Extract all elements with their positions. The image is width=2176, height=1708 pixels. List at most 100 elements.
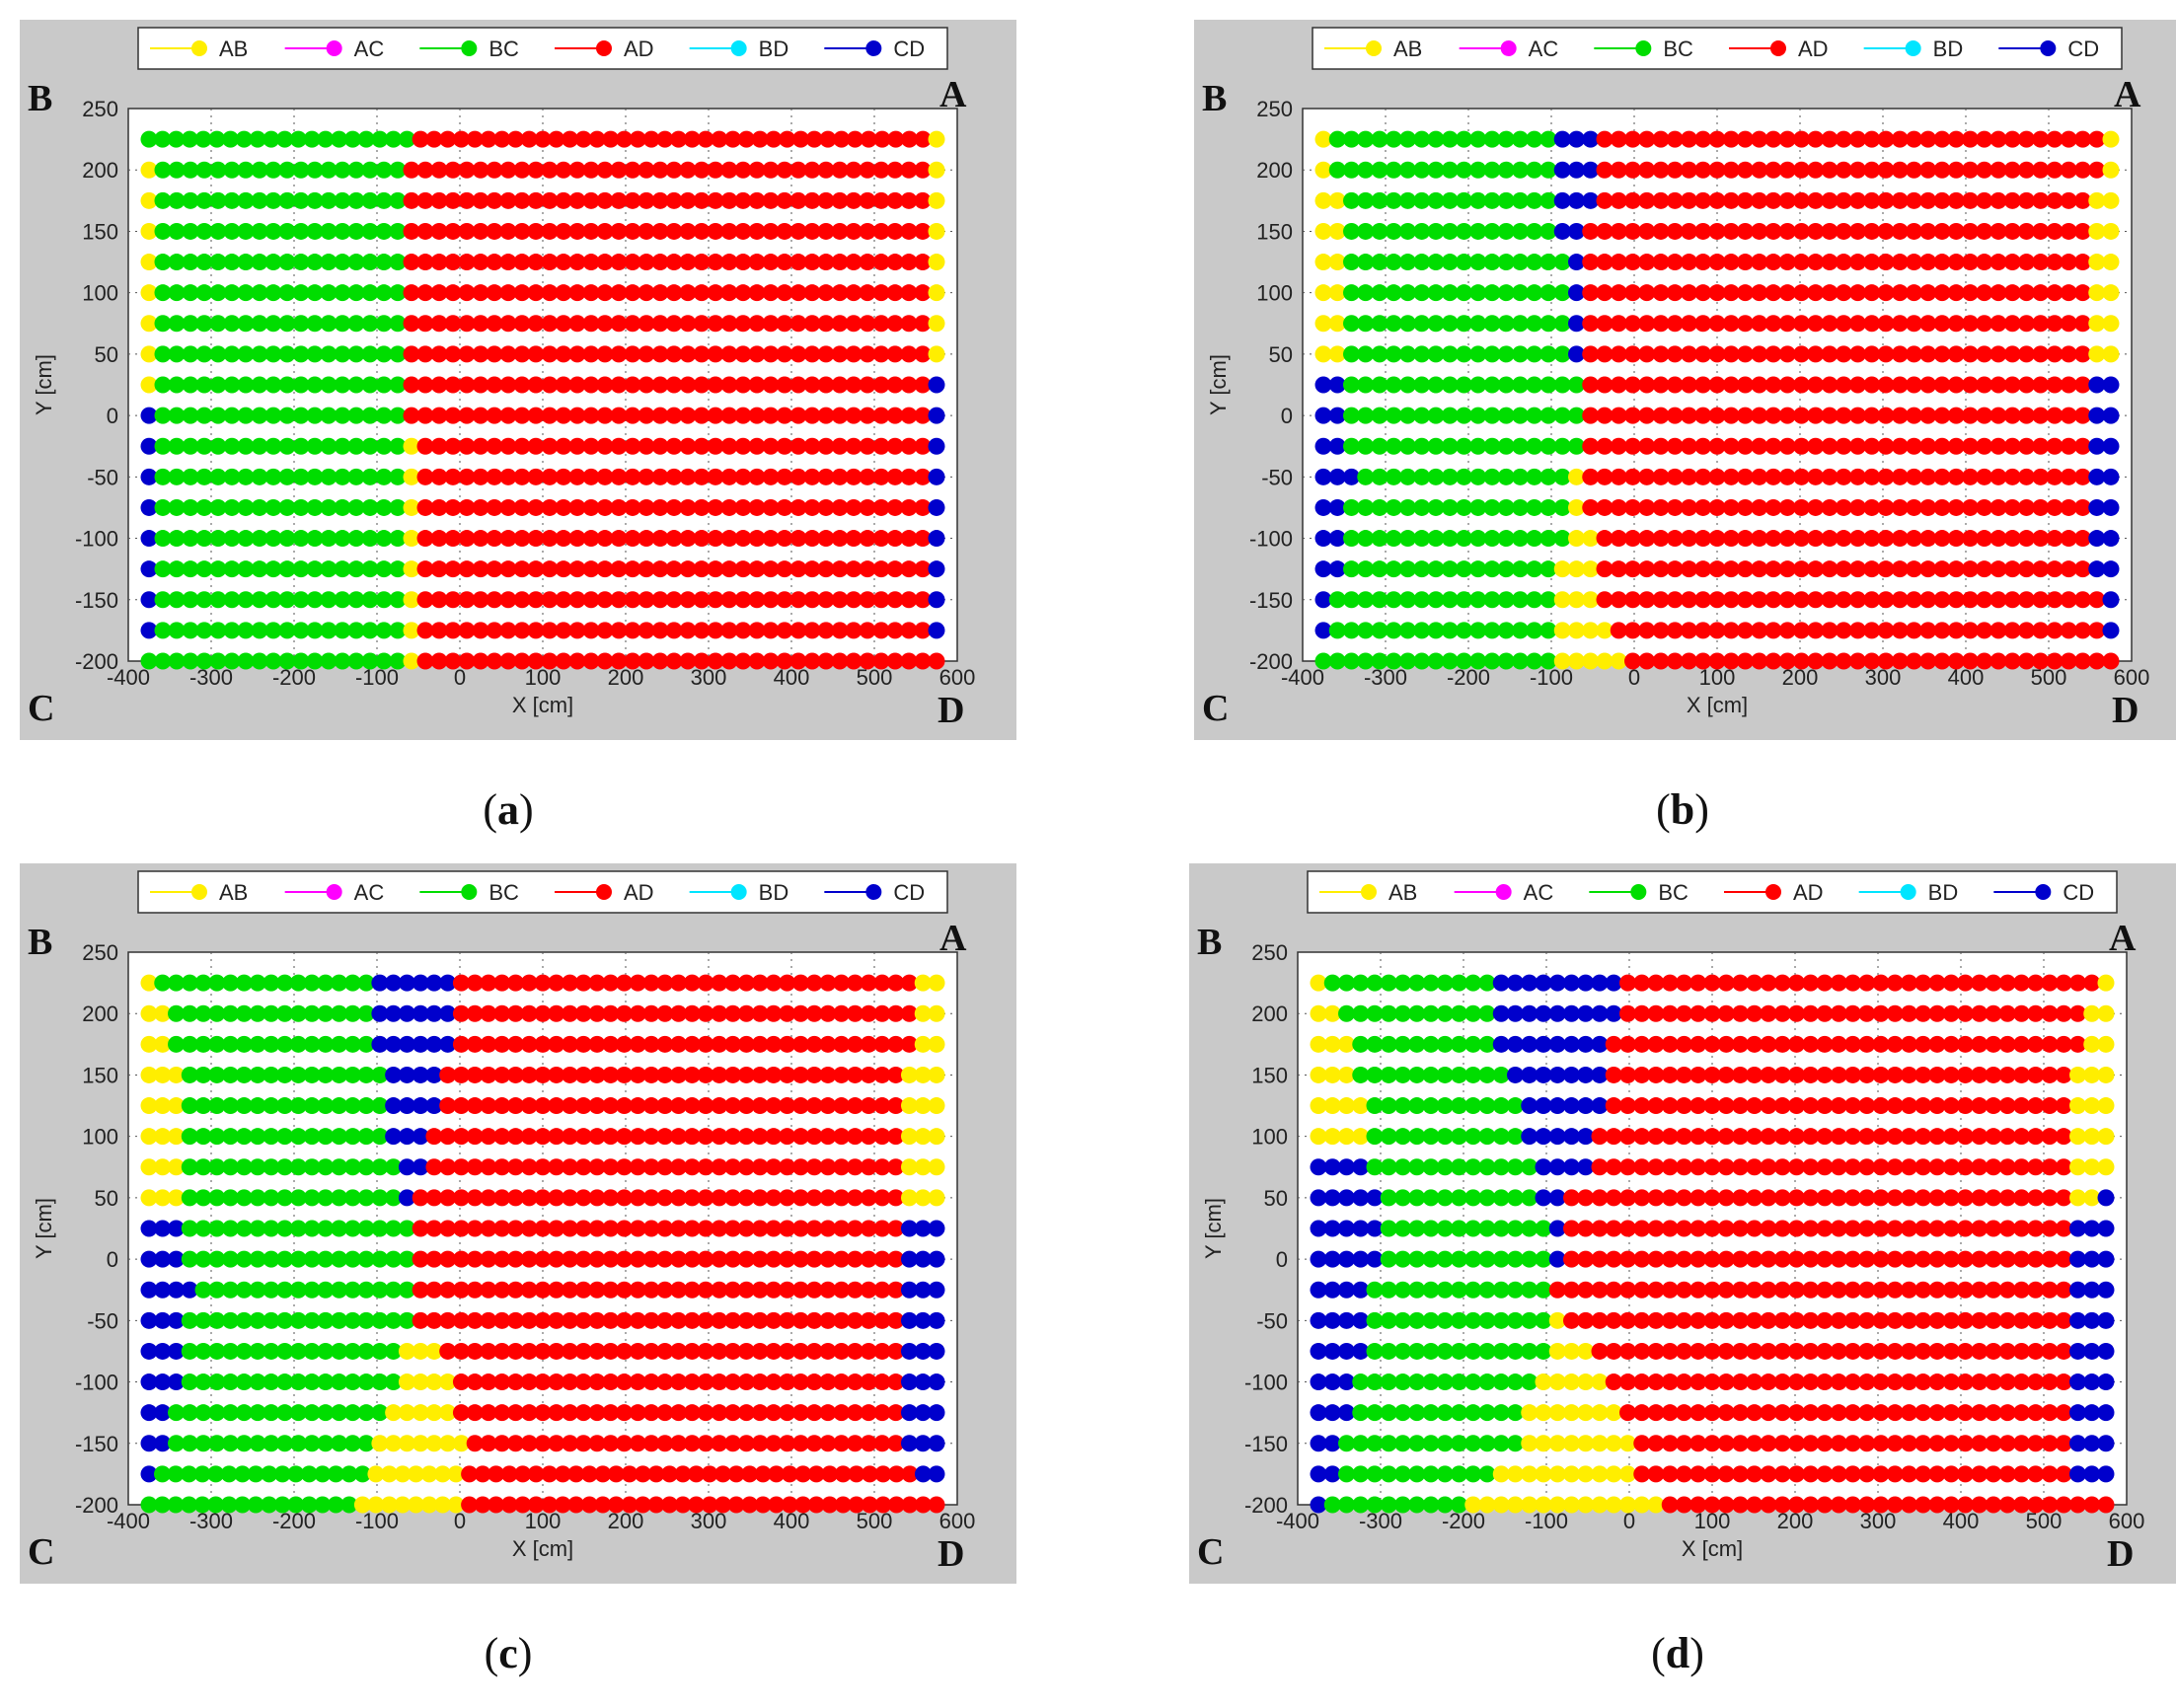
data-point [292, 530, 310, 548]
data-point [2083, 1465, 2101, 1483]
data-point [2069, 1435, 2086, 1452]
data-point [1802, 1035, 1820, 1053]
data-point [347, 345, 365, 363]
data-point [506, 974, 524, 992]
data-point [1647, 1496, 1665, 1514]
data-point [679, 622, 697, 639]
data-point [340, 1496, 358, 1514]
data-point [751, 1250, 769, 1268]
data-point [209, 376, 227, 394]
data-point [548, 1004, 565, 1022]
data-point [1380, 1158, 1397, 1176]
data-point [2046, 161, 2063, 179]
legend-marker [461, 884, 478, 900]
data-point [562, 1374, 579, 1391]
data-point [425, 1435, 443, 1452]
data-point [872, 161, 890, 179]
data-point [154, 1158, 172, 1176]
data-point [693, 437, 711, 455]
data-point [1371, 345, 1388, 363]
data-point [1624, 222, 1641, 240]
data-point [1591, 1004, 1609, 1022]
data-point [638, 591, 655, 609]
data-point [2097, 1374, 2115, 1391]
data-point [2013, 1189, 2030, 1207]
data-point [1328, 530, 1346, 548]
data-point [1328, 284, 1346, 302]
data-point [140, 530, 158, 548]
data-point [461, 1465, 479, 1483]
data-point [1676, 1465, 1692, 1483]
data-point [1619, 1220, 1636, 1237]
data-point [1858, 974, 1876, 992]
y-tick-label: 200 [1256, 158, 1293, 183]
data-point [1942, 1128, 1960, 1146]
caption-b: (b) [1656, 785, 1709, 834]
data-point [845, 376, 863, 394]
data-point [720, 530, 738, 548]
data-point [2069, 1496, 2086, 1514]
data-point [1596, 345, 1613, 363]
data-point [1947, 222, 1965, 240]
data-point [1661, 1496, 1679, 1514]
data-point [534, 1004, 552, 1022]
data-point [1385, 222, 1402, 240]
data-point [1413, 498, 1431, 516]
data-point [223, 498, 241, 516]
data-point [1746, 1496, 1763, 1514]
data-point [900, 652, 918, 670]
data-point [1610, 345, 1627, 363]
data-point [724, 1311, 742, 1329]
data-point [779, 1435, 796, 1452]
data-point [602, 130, 620, 148]
data-point [331, 1404, 348, 1422]
data-point [1989, 345, 2007, 363]
data-point [724, 1281, 742, 1299]
data-point [928, 1404, 945, 1422]
data-point [928, 345, 945, 363]
data-point [520, 1066, 538, 1083]
data-point [527, 591, 545, 609]
data-point [1492, 1342, 1510, 1360]
data-point [2069, 1004, 2086, 1022]
data-point [1830, 1004, 1847, 1022]
data-point [900, 376, 918, 394]
data-point [541, 622, 559, 639]
data-point [1492, 974, 1510, 992]
data-point [1492, 1311, 1510, 1329]
data-point [762, 222, 780, 240]
x-tick-label: 600 [2114, 665, 2150, 690]
data-point [845, 315, 863, 333]
data-point [762, 560, 780, 578]
data-point [385, 1035, 403, 1053]
data-point [1858, 1158, 1876, 1176]
data-point [1610, 407, 1627, 424]
data-point [1802, 1311, 1820, 1329]
data-point [2046, 560, 2063, 578]
data-point [1385, 191, 1402, 209]
data-point [1328, 652, 1346, 670]
data-point [194, 1004, 212, 1022]
data-point [2074, 315, 2091, 333]
data-point [900, 1128, 918, 1146]
data-point [1619, 1374, 1636, 1391]
data-point [1928, 1035, 1946, 1053]
data-point [1676, 1128, 1692, 1146]
data-point [1441, 254, 1459, 271]
data-point [1357, 254, 1375, 271]
data-point [1901, 1281, 1917, 1299]
data-point [1596, 498, 1613, 516]
data-point [389, 254, 407, 271]
data-point [1464, 1374, 1482, 1391]
data-point [1436, 1311, 1454, 1329]
data-point [1323, 1004, 1341, 1022]
data-point [334, 622, 351, 639]
data-point [1942, 1342, 1960, 1360]
data-point [1553, 130, 1571, 148]
data-point [499, 652, 517, 670]
data-point [642, 1035, 660, 1053]
data-point [886, 284, 904, 302]
data-point [1976, 437, 1993, 455]
data-point [1343, 498, 1360, 516]
data-point [2018, 498, 2035, 516]
